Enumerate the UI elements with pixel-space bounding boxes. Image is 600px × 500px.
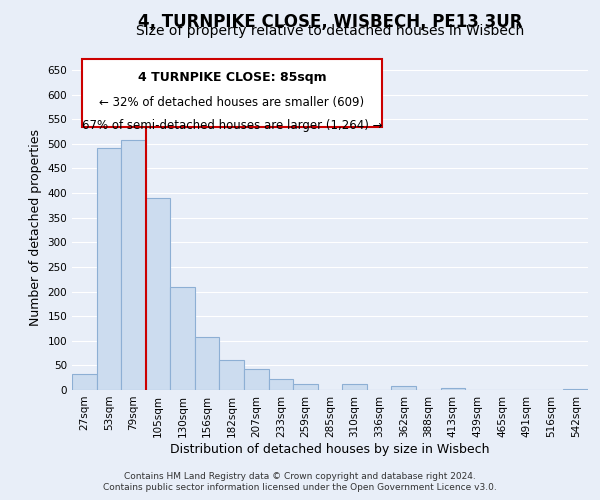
Text: 67% of semi-detached houses are larger (1,264) →: 67% of semi-detached houses are larger (… [82,118,382,132]
Y-axis label: Number of detached properties: Number of detached properties [29,129,42,326]
Bar [72,374,97,390]
Bar [342,384,367,390]
Bar [293,384,318,390]
Text: 4 TURNPIKE CLOSE: 85sqm: 4 TURNPIKE CLOSE: 85sqm [137,72,326,85]
Bar [121,140,146,390]
Bar [195,338,220,390]
Bar [391,386,416,390]
FancyBboxPatch shape [82,58,382,126]
Text: 4, TURNPIKE CLOSE, WISBECH, PE13 3UR: 4, TURNPIKE CLOSE, WISBECH, PE13 3UR [138,12,522,30]
Bar [244,370,269,390]
Text: Size of property relative to detached houses in Wisbech: Size of property relative to detached ho… [136,24,524,38]
Bar [146,198,170,390]
Text: Contains HM Land Registry data © Crown copyright and database right 2024.: Contains HM Land Registry data © Crown c… [124,472,476,481]
Bar [440,388,465,390]
Bar [220,360,244,390]
Text: ← 32% of detached houses are smaller (609): ← 32% of detached houses are smaller (60… [100,96,365,109]
Bar [269,378,293,390]
Text: Contains public sector information licensed under the Open Government Licence v3: Contains public sector information licen… [103,483,497,492]
Bar [170,286,195,390]
X-axis label: Distribution of detached houses by size in Wisbech: Distribution of detached houses by size … [170,442,490,456]
Bar [563,388,588,390]
Bar [97,148,121,390]
